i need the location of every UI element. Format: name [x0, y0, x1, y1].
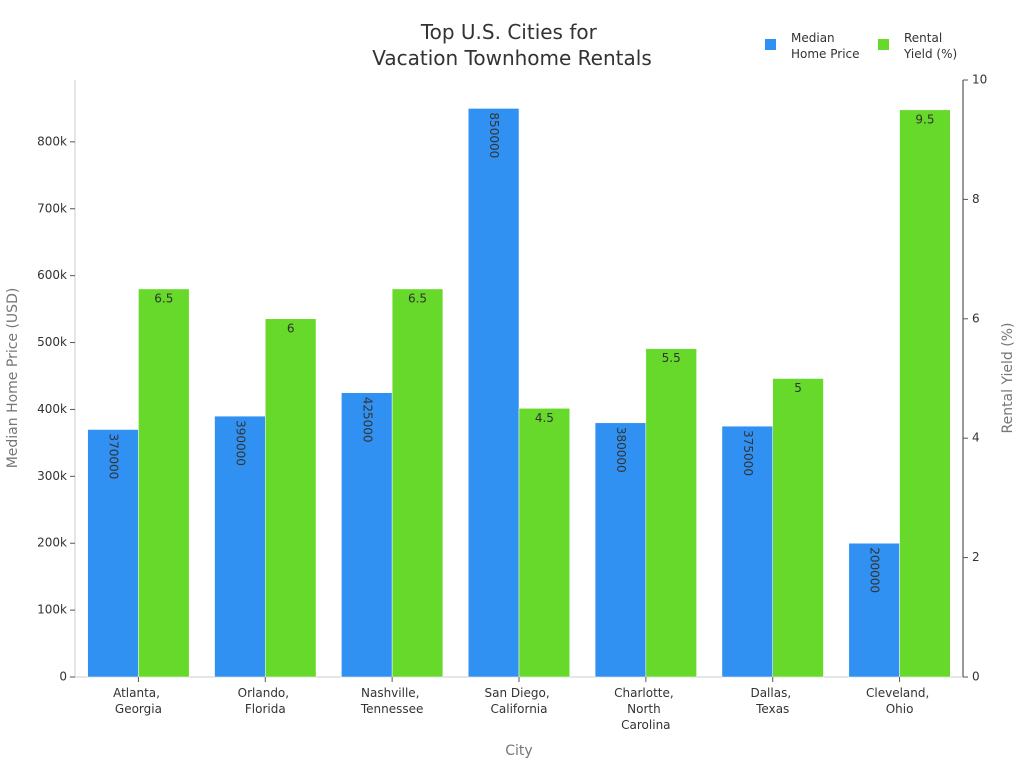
- y-tick-label: 300k: [37, 469, 67, 483]
- x-axis-title: City: [505, 743, 532, 759]
- value-label: 380000: [614, 427, 628, 473]
- bar: [772, 378, 824, 678]
- y2-axis-title: Rental Yield (%): [1000, 322, 1016, 433]
- y-tick-label: 800k: [37, 134, 67, 148]
- bar: [341, 392, 393, 678]
- bar: [645, 348, 697, 678]
- bar: [518, 408, 570, 678]
- value-label: 425000: [360, 397, 374, 443]
- value-label: 6.5: [408, 291, 427, 305]
- value-label: 200000: [868, 547, 882, 593]
- y2-tick-label: 4: [972, 431, 980, 445]
- y-tick-label: 200k: [37, 536, 67, 550]
- bar: [214, 415, 266, 678]
- y-tick-label: 400k: [37, 402, 67, 416]
- bar: [265, 318, 317, 678]
- y2-tick-label: 10: [972, 73, 987, 87]
- legend-label: Rental Yield (%): [903, 31, 957, 61]
- legend-label: Median Home Price: [791, 31, 860, 61]
- value-label: 4.5: [535, 411, 554, 425]
- y2-tick-label: 8: [972, 192, 980, 206]
- bar: [87, 429, 139, 678]
- value-label: 6: [287, 321, 295, 335]
- x-tick-label: San Diego, California: [485, 686, 554, 716]
- value-label: 9.5: [915, 112, 934, 126]
- x-tick-label: Dallas, Texas: [750, 686, 795, 716]
- bar: [899, 109, 951, 678]
- bar: [138, 288, 190, 678]
- bar: [468, 108, 520, 678]
- y2-tick-label: 2: [972, 550, 980, 564]
- value-label: 5: [794, 381, 802, 395]
- y-tick-label: 100k: [37, 603, 67, 617]
- legend-swatch: [765, 39, 776, 50]
- y-axis-title: Median Home Price (USD): [5, 288, 21, 469]
- value-label: 390000: [233, 420, 247, 466]
- x-tick-label: Charlotte, North Carolina: [614, 686, 677, 732]
- x-tick-label: Nashville, Tennessee: [360, 686, 424, 716]
- y-tick-label: 0: [59, 670, 67, 684]
- chart-title: Top U.S. Cities for Vacation Townhome Re…: [372, 20, 652, 70]
- y2-tick-label: 0: [972, 670, 980, 684]
- y-tick-label: 500k: [37, 335, 67, 349]
- bar: [594, 422, 647, 678]
- value-label: 5.5: [662, 351, 681, 365]
- y2-tick-label: 6: [972, 311, 980, 325]
- legend-swatch: [878, 39, 889, 50]
- value-label: 375000: [741, 430, 755, 476]
- value-label: 6.5: [154, 291, 173, 305]
- x-tick-label: Cleveland, Ohio: [866, 686, 933, 716]
- value-label: 370000: [107, 434, 121, 480]
- y-tick-label: 600k: [37, 268, 67, 282]
- bar: [391, 288, 444, 678]
- y-tick-label: 700k: [37, 201, 67, 215]
- value-label: 850000: [487, 112, 501, 158]
- x-tick-label: Atlanta, Georgia: [113, 686, 164, 716]
- x-tick-label: Orlando, Florida: [238, 686, 293, 716]
- bar: [848, 542, 900, 678]
